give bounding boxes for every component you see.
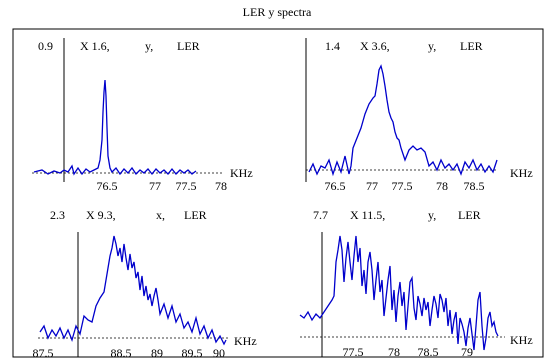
panel-2-xunit: KHz bbox=[510, 166, 533, 180]
panel-3-spectrum-line bbox=[39, 235, 227, 346]
x-tick-label: 77.5 bbox=[392, 179, 413, 193]
panel-1-label-ring: LER bbox=[177, 39, 200, 53]
panel-4: 7.7 X 11.5, y, LER KHz 77.5 78 78.5 79 bbox=[299, 208, 533, 359]
outer-frame bbox=[12, 28, 544, 358]
panel-1-x-ticks: 76.5 77 77.5 78 bbox=[97, 179, 228, 193]
panel-1-xunit: KHz bbox=[230, 166, 253, 180]
panel-1-label-plane: y, bbox=[145, 39, 153, 53]
x-tick-label: 77 bbox=[366, 179, 378, 193]
x-tick-label: 89 bbox=[151, 346, 163, 360]
panel-3-label-value: 2.3 bbox=[50, 208, 65, 222]
x-tick-label: 78 bbox=[215, 179, 227, 193]
panel-1-label-x: X 1.6, bbox=[80, 39, 110, 53]
panel-1: 0.9 X 1.6, y, LER KHz 76.5 77 77.5 78 bbox=[32, 38, 253, 193]
x-tick-label: 88.5 bbox=[111, 346, 132, 360]
panel-4-label-value: 7.7 bbox=[313, 208, 328, 222]
x-tick-label: 78.5 bbox=[464, 179, 485, 193]
panel-3: 2.3 X 9.3, x, LER KHz 87.5 88.5 89 89.5 … bbox=[33, 208, 257, 360]
panel-1-spectrum-line bbox=[33, 79, 197, 176]
panel-3-label-x: X 9.3, bbox=[86, 208, 116, 222]
x-tick-label: 77.5 bbox=[343, 345, 364, 359]
x-tick-label: 76.5 bbox=[325, 179, 346, 193]
x-tick-label: 77 bbox=[149, 179, 161, 193]
panel-2-label-value: 1.4 bbox=[325, 39, 340, 53]
x-tick-label: 78 bbox=[388, 345, 400, 359]
panel-3-label-ring: LER bbox=[184, 208, 207, 222]
panel-3-label-plane: x, bbox=[156, 208, 165, 222]
x-tick-label: 87.5 bbox=[33, 346, 54, 360]
panel-2-label-plane: y, bbox=[428, 39, 436, 53]
x-tick-label: 77.5 bbox=[176, 179, 197, 193]
x-tick-label: 76.5 bbox=[97, 179, 118, 193]
panel-4-spectrum-line bbox=[299, 235, 499, 351]
figure-title: LER y spectra bbox=[243, 5, 312, 19]
panel-2-label-ring: LER bbox=[460, 39, 483, 53]
panel-4-xunit: KHz bbox=[510, 333, 533, 347]
x-tick-label: 78.5 bbox=[418, 345, 439, 359]
panel-4-label-ring: LER bbox=[458, 208, 481, 222]
panel-1-label-value: 0.9 bbox=[38, 39, 53, 53]
panel-2-spectrum-line bbox=[308, 64, 498, 177]
x-tick-label: 79 bbox=[461, 345, 473, 359]
x-tick-label: 89.5 bbox=[182, 346, 203, 360]
panel-4-label-x: X 11.5, bbox=[350, 208, 385, 222]
panel-2-label-x: X 3.6, bbox=[360, 39, 390, 53]
x-tick-label: 78 bbox=[436, 179, 448, 193]
panel-2: 1.4 X 3.6, y, LER KHz 76.5 77 77.5 78 78… bbox=[305, 38, 533, 193]
panel-3-xunit: KHz bbox=[234, 334, 257, 348]
x-tick-label: 90 bbox=[213, 346, 225, 360]
panel-4-label-plane: y, bbox=[428, 208, 436, 222]
